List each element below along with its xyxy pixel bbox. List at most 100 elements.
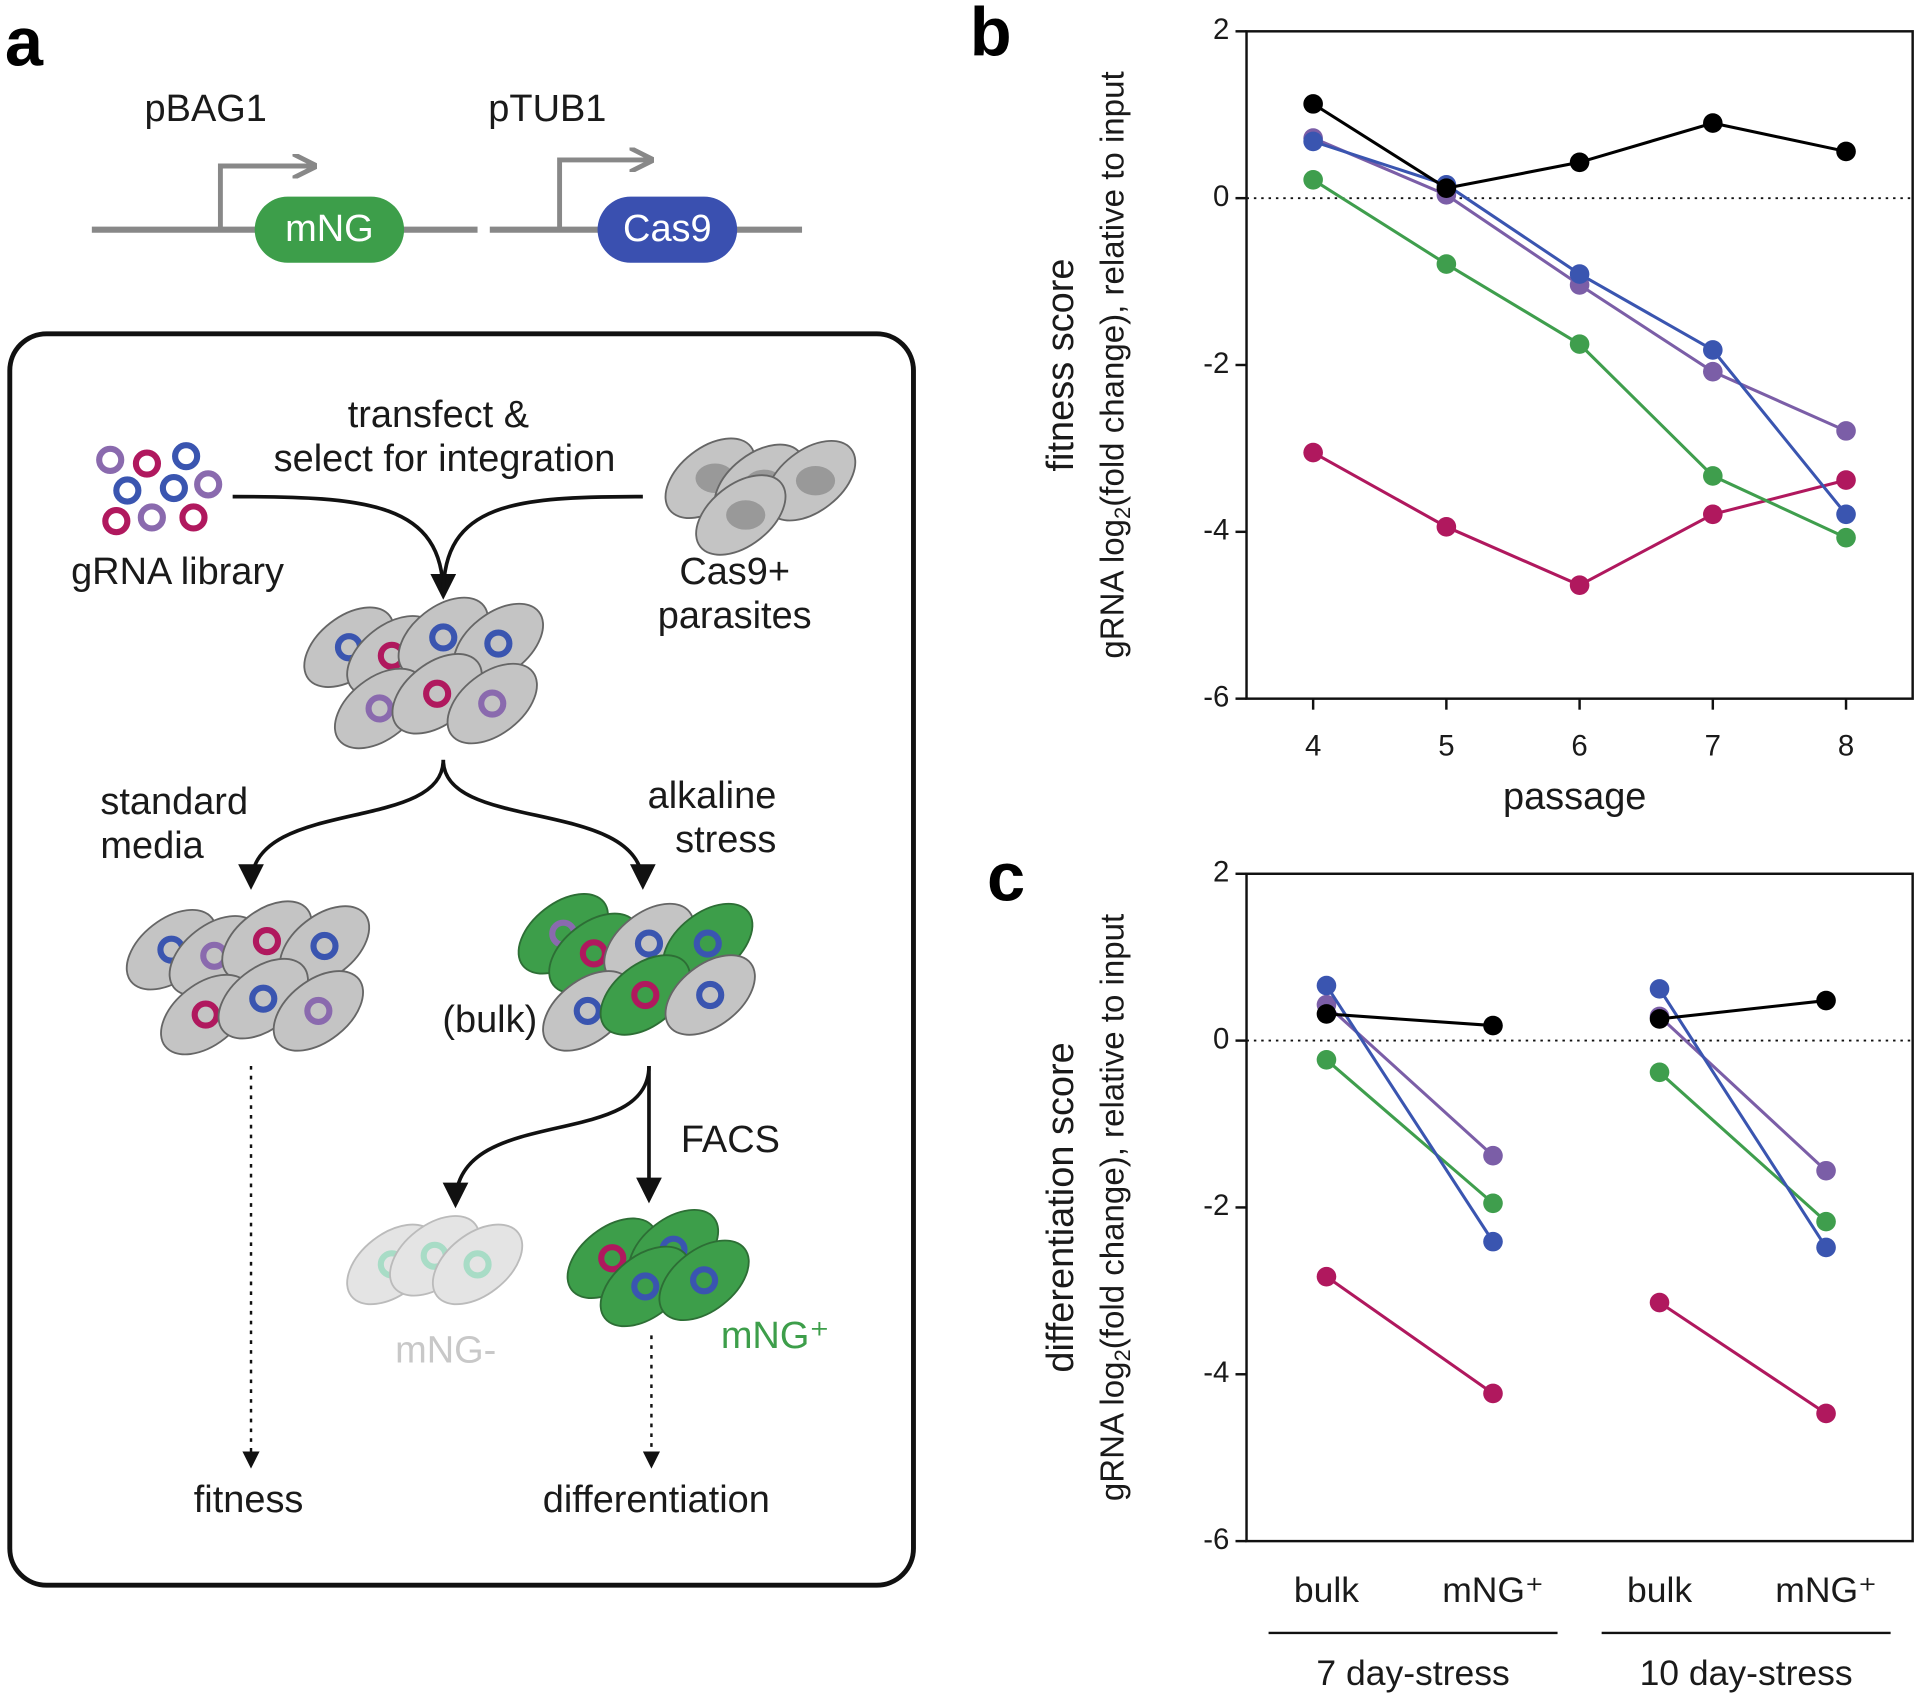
population-label: mNG⁺	[721, 1315, 830, 1357]
data-point	[1483, 1015, 1503, 1036]
ring	[423, 679, 452, 708]
grna	[132, 449, 162, 478]
cell	[446, 662, 538, 745]
ring	[693, 929, 722, 958]
series-line	[1312, 178, 1847, 540]
x-tick-label: 8	[1838, 729, 1854, 762]
ring	[631, 980, 660, 1010]
condition-label: standard	[100, 781, 248, 823]
data-point	[1836, 421, 1856, 441]
grna	[137, 503, 166, 532]
item-label: parasites	[658, 595, 812, 637]
promoter-label: pBAG1	[145, 88, 267, 130]
series-line	[1658, 1071, 1828, 1223]
ring	[484, 629, 513, 658]
ring	[690, 1266, 719, 1295]
label-subscript: 2	[1110, 1349, 1135, 1361]
y-tick-label: 2	[1213, 13, 1229, 46]
data-point	[1436, 254, 1457, 274]
data-point	[1703, 466, 1723, 486]
arrow	[441, 759, 656, 890]
y-tick-label: -6	[1203, 680, 1229, 713]
ring	[631, 1272, 660, 1301]
promoter-arrow	[557, 160, 649, 230]
ring	[304, 996, 333, 1025]
workflow-labels: transfect & select for integration gRNA …	[71, 394, 829, 1521]
y-tick-label: 0	[1213, 180, 1229, 213]
data-point	[1316, 1049, 1337, 1070]
data-point	[1836, 527, 1856, 548]
label-part: (fold change), relative to input	[1094, 71, 1131, 506]
ring	[365, 694, 394, 723]
ring	[463, 1250, 492, 1279]
y-tick-label: -4	[1203, 514, 1229, 547]
step-label: transfect &	[348, 394, 529, 436]
data-point	[1483, 1145, 1503, 1166]
ring	[478, 689, 507, 718]
data-point	[1816, 990, 1836, 1011]
workflow-arrows	[232, 494, 662, 1469]
arrow	[232, 494, 457, 600]
grna	[96, 445, 125, 474]
condition-label: alkaline	[648, 775, 777, 817]
y-axis-label: fitness score	[1040, 259, 1082, 472]
data-point	[1483, 1231, 1503, 1252]
data-point	[1649, 979, 1670, 999]
nucleus	[795, 466, 836, 496]
condition-label: stress	[675, 819, 776, 861]
ring	[249, 984, 278, 1013]
series-line	[1312, 102, 1847, 190]
gene-box	[254, 196, 405, 263]
y-tick-label: -6	[1203, 1523, 1229, 1556]
data-point	[1703, 340, 1723, 360]
series-line	[1312, 451, 1847, 587]
ring	[191, 1000, 220, 1029]
promoter-arrow	[217, 166, 312, 230]
ring	[598, 1244, 627, 1273]
grna	[194, 470, 223, 499]
cell	[272, 970, 364, 1052]
data-point	[1569, 152, 1590, 173]
data-point	[1649, 1292, 1670, 1313]
cell	[658, 1239, 750, 1322]
group-label: 10 day-stress	[1640, 1653, 1853, 1693]
promoter-label: pTUB1	[488, 88, 606, 130]
grna	[113, 476, 142, 505]
nucleus	[726, 500, 766, 530]
step-label: FACS	[681, 1119, 780, 1161]
data-point	[1649, 1009, 1670, 1029]
workflow-box	[7, 331, 916, 1588]
grna	[179, 503, 208, 532]
ring	[696, 980, 725, 1010]
data-point	[1816, 1403, 1836, 1424]
series-line	[1325, 1275, 1494, 1395]
data-point	[1836, 470, 1856, 490]
y-axis-label: gRNA log2(fold change), relative to inpu…	[1094, 914, 1135, 1501]
step-label: select for integration	[274, 438, 616, 480]
ring	[634, 929, 664, 958]
series-line	[1658, 1015, 1828, 1172]
x-tick-label: 5	[1438, 729, 1454, 762]
data-point	[1316, 1004, 1337, 1024]
label-subscript: 2	[1110, 507, 1135, 519]
plot-frame	[1245, 872, 1914, 1543]
item-label: (bulk)	[442, 999, 537, 1041]
y-tick-label: 2	[1213, 856, 1229, 889]
cell	[664, 954, 756, 1036]
panel-label: b	[970, 0, 1012, 71]
grna	[102, 507, 131, 536]
data-point	[1649, 1062, 1670, 1083]
grna	[159, 473, 188, 503]
ring	[573, 996, 602, 1025]
label-part: gRNA log	[1094, 519, 1131, 659]
data-point	[1569, 575, 1590, 596]
x-tick-label: bulk	[1627, 1570, 1692, 1610]
data-point	[1703, 113, 1723, 133]
series-line	[1326, 1012, 1494, 1028]
data-point	[1316, 1266, 1337, 1287]
series-line	[1658, 1301, 1827, 1415]
data-point	[1703, 504, 1723, 525]
data-point	[1816, 1160, 1836, 1181]
